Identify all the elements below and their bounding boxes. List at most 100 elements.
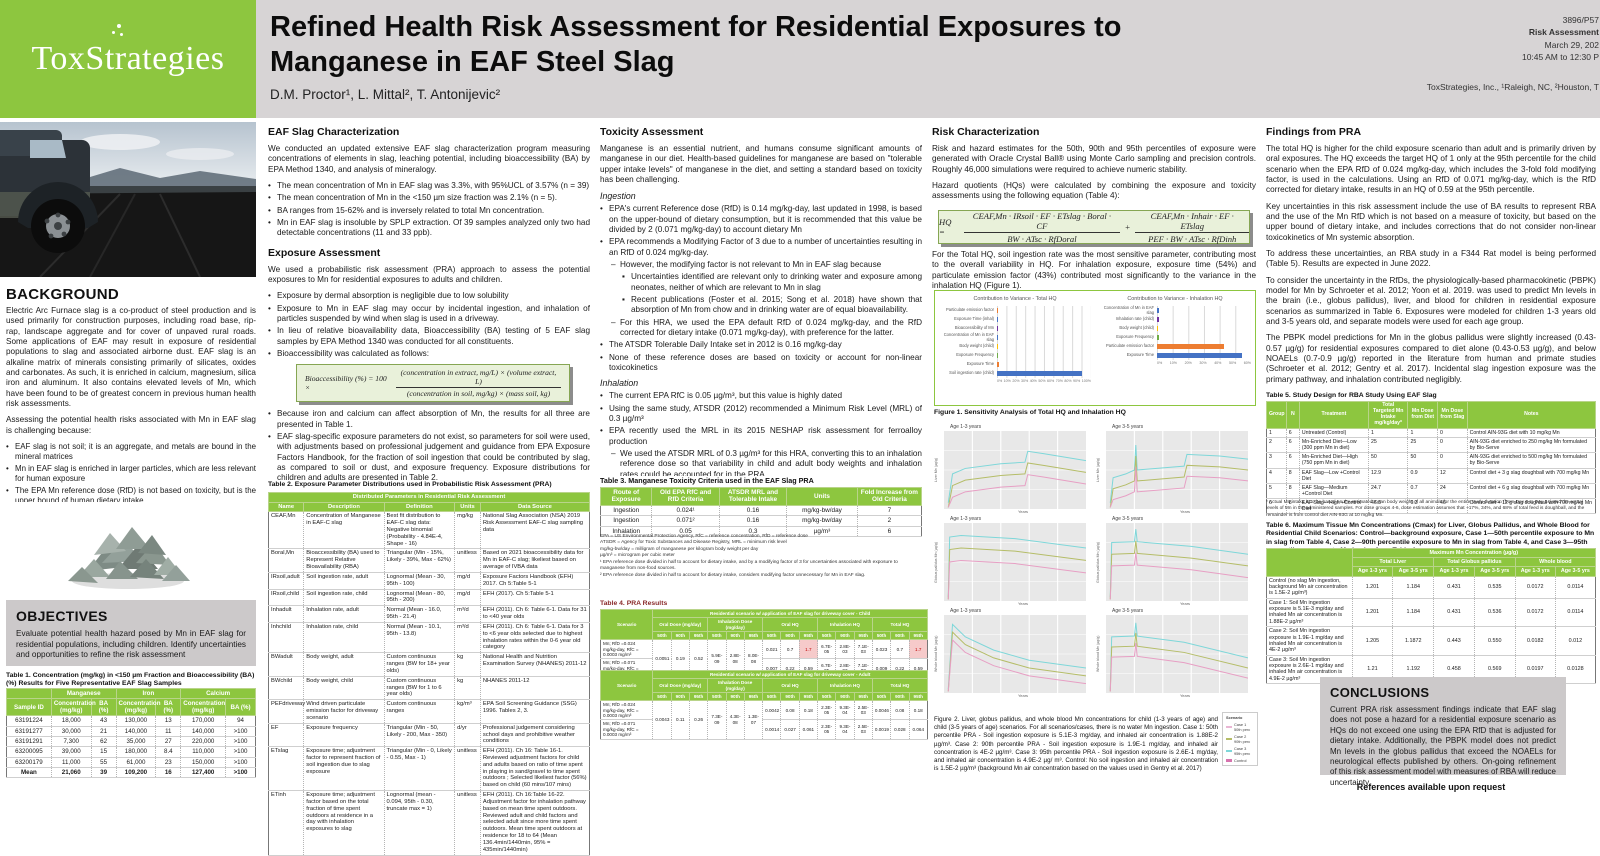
exposure-bullets2: • Because iron and calcium can affect abs… [268,409,590,480]
list-item: • Exposure to Mn in EAF slag may occur by… [268,303,590,323]
text-line: EPA = US Environmental Protection Agency… [600,534,808,539]
text-line: 10:45 AM to 12:30 P [1521,51,1599,62]
figure1: Contribution to Variance - Total HQ Parti… [934,290,1256,406]
y-axis-label: Whole blood Mn (µg/g) [934,635,938,673]
poster-title: Refined Health Risk Assessment for Resid… [270,11,1122,79]
truck [0,130,98,253]
bar-row: Exposure Time [939,360,1091,369]
toxicity-heading: Toxicity Assessment [600,126,704,138]
text-line: ATSDR = Agency for Toxic Substances and … [600,540,787,546]
objectives-heading: OBJECTIVES [16,608,108,624]
table-header-row: 50th 90th 95th 50th 90th 95th 50th 90th 95th 50th… [601,630,928,641]
table-row: 63191291 7,300 62 35,000 27 220,000 >100 [6,735,256,748]
bar-row: Particulate emission factor [939,306,1091,315]
table3-title: Table 3. Manganese Toxicity Criteria use… [600,476,814,485]
table-header-row: Name Description Definition Units Data Sourc… [267,501,591,513]
plot-area [944,431,1086,509]
background-p2: Assessing the potential health risks ass… [6,415,256,435]
chart-title: Contribution to Variance - Inhalation HQ [1127,296,1223,302]
bar-row: Body weight (child) [939,342,1091,351]
list-item: • Because iron and calcium can affect abs… [268,409,590,429]
x-axis: 0% 10% 20% 30% 40% 50% 60% 70% 80% 90% 100% [997,379,1091,383]
table5: Group N Treatment Total Targeted Mn Intake … [1266,401,1597,515]
table-row: Inhadult Inhalation rate, adult Normal (Me… [267,605,591,623]
table5-footnote: * Actual Mn intake is to be based on the… [1266,500,1585,518]
ingestion-bullets: • EPA's current Reference dose (RfD) is 0… [600,204,922,373]
bar-row: Exposure Frequency [1099,333,1251,342]
table-row: Boral,Mn Bioaccessibility (BA) used to Re… [267,548,591,573]
panel-title: Age 1-3 years [950,424,982,430]
list-item: • The ATSDR Tolerable Daily Intake set in… [600,340,842,350]
table-row: 4 8 EAF Slag—Low +Control Diet 12.9 0.9 12 Con… [1266,467,1597,484]
y-axis-label: Whole blood Mn (µg/g) [1096,635,1100,673]
fig2-panel-gp-1-3: Age 1-3 years Globus pallidus Mn (µg/g) Ye… [934,514,1096,606]
table4-title: Table 4. PRA Results [600,600,668,607]
background-text: Electric Arc Furnace slag is a co-produc… [6,306,256,502]
hq-fraction-inh: CEAF,Mn · Inhair · EF · ETslag PEF · BW … [1135,211,1249,244]
figure2-legend: Scenario Case 1 50th perc Case 2 90th perc… [1222,712,1258,766]
paragraph: The total HQ is higher for the child exp… [1266,144,1596,195]
bar-row: Inhalation rate (child) [1099,315,1251,324]
fig2-panel-liver-1-3: Age 1-3 years Liver Mn (µg/g) Years [934,422,1096,514]
table-row: Ingestion 0.024¹ 0.16 mg/kg-bw/day 7 [599,504,923,517]
legend-item: Case 2 90th perc [1226,734,1254,744]
x-axis-label: Years [1179,693,1191,698]
table-row: Mn; RfD =0.024 mg/kg-day, RfC = 0.0003 m… [599,700,928,740]
table-row: IRsoil,child Soil ingestion rate, child Lo… [267,588,591,607]
panel-title: Age 3-5 years [1112,516,1144,522]
table-header-row: Scenario Residential scenario w/ applicat… [599,608,928,641]
list-item: • Mn in EAF slag is enriched in larger pa… [6,463,256,483]
list-item: – For this HRA, we used the EPA default R… [611,317,922,337]
table-header-row: Distributed Parameters in Residential Ri… [268,492,590,503]
table-row: PEFdriveway Wind driven particulate emiss… [267,699,591,724]
findings-heading: Findings from PRA [1266,126,1362,138]
table-row: 5 8 EAF Slag—Medium +Control Diet 24.7 0.7 24… [1266,482,1597,500]
table-row: IRsoil,adult Soil ingestion rate, adult Lo… [267,571,591,590]
table-row: Ingestion 0.071² 0.16 mg/kg-bw/day 2 [599,515,923,527]
hq-equation: HQ = CEAF,Mn · IRsoil · EF · ETslag · Bo… [938,210,1250,244]
risk-char-heading: Risk Characterization [932,126,1040,138]
table-row: Mn; RfD =0.024 mg/kg-day, RfC = 0.0003 m… [599,639,928,679]
text-line: Risk Assessment [1528,27,1599,38]
inhalation-subhead: Inhalation [600,378,639,389]
x-axis-label: Years [1017,509,1029,514]
risk-char-p1: Risk and hazard estimates for the 50th, … [932,144,1256,174]
paragraph: Key uncertainties in this risk assessmen… [1266,201,1596,242]
background-bullets: • EAF slag is not soil; it is an aggregat… [6,442,256,502]
table-row: Inhalation 0.05 0.3 µg/m³ 6 [599,525,923,538]
table5-title: Table 5. Study Design for RBA Study Usin… [1266,392,1437,399]
formula-fraction: (concentration in extract, mg/L) × (volu… [395,368,561,398]
table-row: 63200179 11,000 55 61,000 23 150,000 >100 [6,756,256,768]
col4-content: Risk Characterization Risk and hazard es… [932,126,1256,208]
table-row: 3 6 Mn-Enriched Diet—High (750 ppm Mn in d… [1266,452,1597,469]
col3-content: Toxicity Assessment Manganese is an esse… [600,126,922,476]
list-item: – However, the modifying factor is not re… [611,259,882,269]
fig2-panel-gp-3-5: Age 3-5 years Globus pallidus Mn (µg/g) Ye… [1096,514,1258,606]
table1-title: Table 1. Concentration (mg/kg) in <150 µ… [6,672,255,688]
text-line: March 29, 202 [1544,39,1599,50]
list-item: • The mean concentration of Mn in EAF sla… [268,180,590,190]
bioaccessibility-formula: Bioaccessibility (%) = 100 × (concentrat… [296,364,570,403]
table-row: BWchild Body weight, child Custom continuo… [267,675,591,701]
inhalation-bullets: • The current EPA RfC is 0.05 µg/m³, but … [600,391,922,476]
fig1-total-hq-chart: Contribution to Variance - Total HQ Parti… [939,294,1091,402]
paragraph: To address these uncertainties, an RBA s… [1266,248,1596,269]
table1: Manganese Iron Calcium Sample ID Concentrati… [6,687,256,779]
text-line: mg/kg-bw/day = milligram of manganese pe… [600,546,759,552]
slag-char-bullets: • The mean concentration of Mn in EAF sla… [268,181,590,239]
plot-area [1106,523,1248,601]
legend-item: Control [1226,758,1254,763]
chart-title: Contribution to Variance - Total HQ [973,296,1057,302]
table-header-row: Age 1-3 yrs Age 3-5 yrs Age 1-3 yrs Age 3-5… [1267,566,1597,577]
legend-title: Scenario [1226,715,1243,720]
table-row: EF Exposure frequency Triangular (Min - 50… [267,722,591,748]
figure1-caption: Figure 1. Sensitivity Analysis of Total … [934,409,1126,416]
toxicity-p1: Manganese is an essential nutrient, and … [600,144,922,184]
y-axis-label: Globus pallidus Mn (µg/g) [1096,541,1100,583]
slag-char-p1: We conducted an updated extensive EAF sl… [268,144,590,174]
figure2: Age 1-3 years Liver Mn (µg/g) Years Age 3-… [934,422,1258,698]
hq-fraction-oral: CEAF,Mn · IRsoil · EF · ETslag · Boral ·… [964,211,1120,244]
truck-road-photo [0,122,256,278]
list-item: – We used the ATSDR MRL of 0.3 µg/m³ for … [611,448,922,476]
table3-footnotes: EPA = US Environmental Protection Agency… [600,534,922,579]
